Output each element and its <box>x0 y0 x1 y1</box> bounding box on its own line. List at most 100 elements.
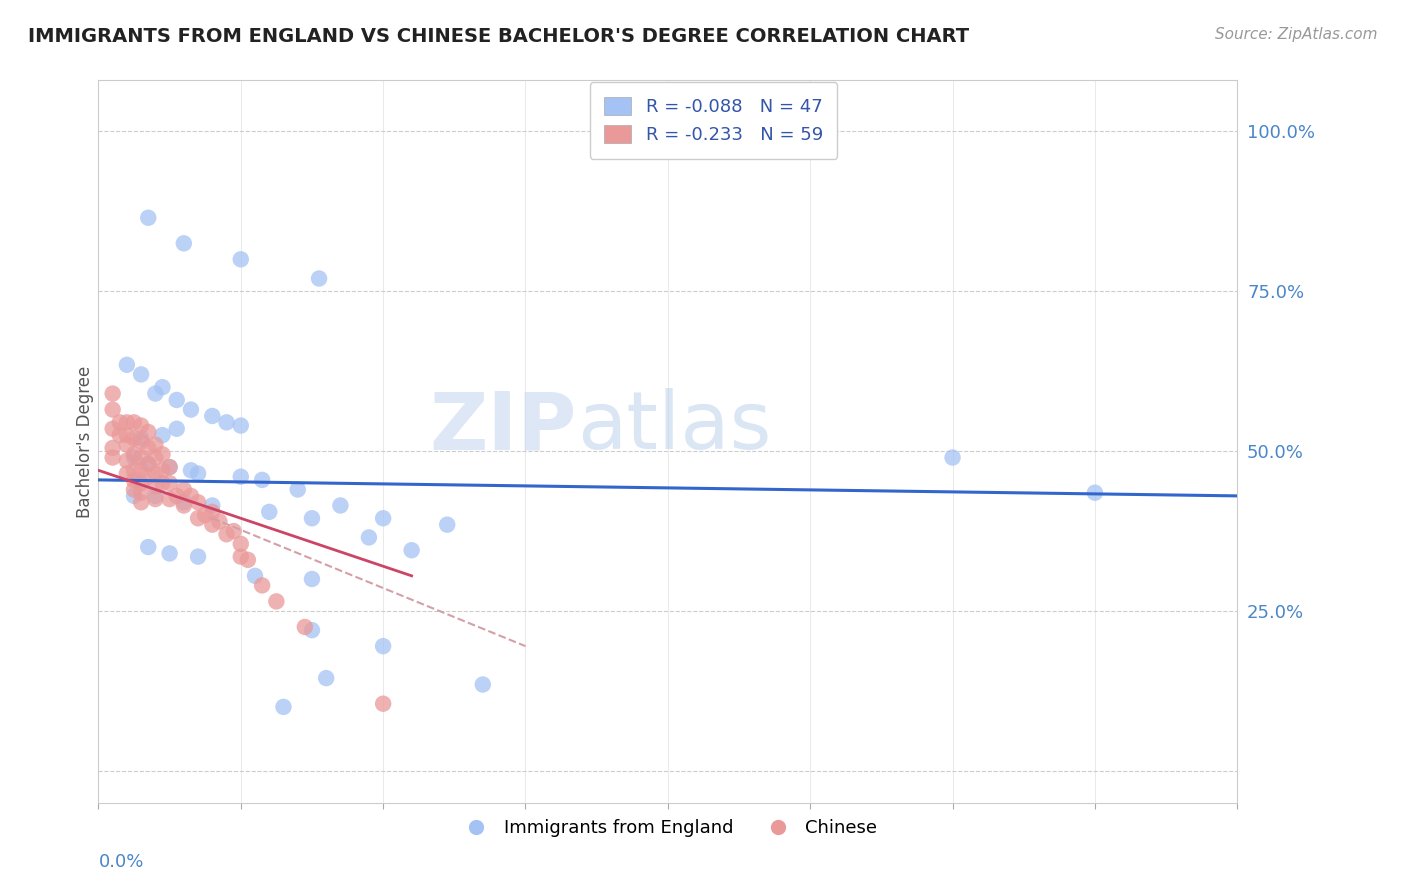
Point <box>129 476 152 491</box>
Point <box>122 489 145 503</box>
Point <box>122 483 145 497</box>
Point <box>301 623 323 637</box>
Point <box>122 473 145 487</box>
Point <box>1084 485 1107 500</box>
Point <box>115 438 138 452</box>
Point <box>159 460 181 475</box>
Point <box>201 409 224 423</box>
Point <box>173 483 195 497</box>
Point <box>145 450 167 465</box>
Point <box>215 415 238 429</box>
Point <box>373 511 395 525</box>
Point <box>229 537 252 551</box>
Point <box>287 483 309 497</box>
Point <box>101 402 124 417</box>
Point <box>129 418 152 433</box>
Point <box>208 515 231 529</box>
Point <box>136 441 159 455</box>
Point <box>173 236 195 251</box>
Point <box>152 463 174 477</box>
Text: Source: ZipAtlas.com: Source: ZipAtlas.com <box>1215 27 1378 42</box>
Point <box>166 392 188 407</box>
Point <box>173 499 195 513</box>
Point <box>215 527 238 541</box>
Point <box>136 211 159 225</box>
Point <box>180 489 202 503</box>
Point <box>229 418 252 433</box>
Point <box>201 499 224 513</box>
Point <box>187 495 209 509</box>
Point <box>136 540 159 554</box>
Point <box>187 467 209 481</box>
Point <box>315 671 337 685</box>
Point <box>229 469 252 483</box>
Text: atlas: atlas <box>576 388 770 467</box>
Point <box>152 428 174 442</box>
Point <box>136 457 159 471</box>
Point <box>229 549 252 564</box>
Point <box>373 697 395 711</box>
Y-axis label: Bachelor's Degree: Bachelor's Degree <box>76 366 94 517</box>
Point <box>401 543 423 558</box>
Point <box>129 485 152 500</box>
Point <box>129 434 152 449</box>
Legend: Immigrants from England, Chinese: Immigrants from England, Chinese <box>451 812 884 845</box>
Point <box>108 428 131 442</box>
Point <box>308 271 330 285</box>
Point <box>115 415 138 429</box>
Point <box>266 594 288 608</box>
Point <box>136 469 159 483</box>
Point <box>129 431 152 445</box>
Point <box>236 553 259 567</box>
Point <box>159 546 181 560</box>
Point <box>173 495 195 509</box>
Point <box>194 508 217 522</box>
Point <box>159 492 181 507</box>
Point <box>250 473 273 487</box>
Point <box>187 549 209 564</box>
Point <box>152 447 174 461</box>
Point <box>115 454 138 468</box>
Point <box>122 415 145 429</box>
Point <box>187 511 209 525</box>
Point <box>243 569 266 583</box>
Point <box>129 368 152 382</box>
Point <box>159 476 181 491</box>
Point <box>101 422 124 436</box>
Point <box>115 358 138 372</box>
Point <box>329 499 352 513</box>
Point <box>152 476 174 491</box>
Point <box>145 467 167 481</box>
Point <box>101 386 124 401</box>
Point <box>222 524 245 538</box>
Point <box>250 578 273 592</box>
Point <box>122 447 145 461</box>
Point <box>115 467 138 481</box>
Point <box>357 531 380 545</box>
Point <box>145 489 167 503</box>
Point <box>122 431 145 445</box>
Text: IMMIGRANTS FROM ENGLAND VS CHINESE BACHELOR'S DEGREE CORRELATION CHART: IMMIGRANTS FROM ENGLAND VS CHINESE BACHE… <box>28 27 969 45</box>
Point <box>294 620 316 634</box>
Point <box>259 505 281 519</box>
Point <box>145 479 167 493</box>
Point <box>471 677 494 691</box>
Point <box>166 489 188 503</box>
Point <box>436 517 458 532</box>
Point <box>101 450 124 465</box>
Point <box>136 425 159 439</box>
Point <box>201 517 224 532</box>
Point <box>301 511 323 525</box>
Point <box>136 457 159 471</box>
Point <box>201 505 224 519</box>
Point <box>180 463 202 477</box>
Text: ZIP: ZIP <box>429 388 576 467</box>
Point <box>373 639 395 653</box>
Point <box>129 463 152 477</box>
Point <box>301 572 323 586</box>
Point <box>101 441 124 455</box>
Point <box>152 380 174 394</box>
Point <box>129 450 152 465</box>
Point <box>180 402 202 417</box>
Point <box>129 495 152 509</box>
